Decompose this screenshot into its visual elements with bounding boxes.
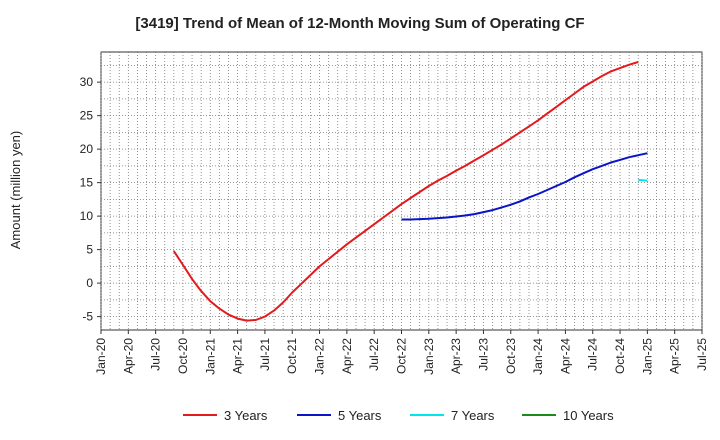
y-tick-label: 30 (80, 75, 94, 89)
legend-label: 10 Years (563, 408, 614, 423)
x-tick-label: Jul-23 (476, 338, 490, 371)
x-tick-label: Jul-21 (258, 338, 272, 371)
series-line-7-years (638, 178, 648, 182)
legend: 3 Years 5 Years 7 Years 10 Years (183, 408, 614, 423)
y-tick-label: 10 (80, 209, 94, 223)
x-tick-label: Jan-23 (422, 338, 436, 375)
x-tick-label: Apr-23 (449, 338, 463, 374)
series-line-5-years (401, 152, 648, 221)
x-tick-label: Jul-20 (149, 338, 163, 371)
y-tick-label: -5 (82, 310, 93, 324)
x-tick-label: Jan-22 (313, 338, 327, 375)
legend-label: 3 Years (224, 408, 268, 423)
x-tick-label: Jan-25 (640, 338, 654, 375)
x-tick-label: Apr-22 (340, 338, 354, 374)
y-axis-label: Amount (million yen) (8, 131, 23, 250)
legend-label: 7 Years (451, 408, 495, 423)
y-tick-label: 25 (80, 109, 94, 123)
x-tick-label: Apr-25 (668, 338, 682, 374)
x-tick-label: Apr-24 (558, 338, 572, 374)
x-tick-label: Oct-22 (395, 338, 409, 374)
y-tick-label: 15 (80, 176, 94, 190)
x-tick-label: Jan-24 (531, 338, 545, 375)
x-tick-label: Jan-21 (203, 338, 217, 375)
x-tick-label: Jul-24 (586, 338, 600, 371)
x-tick-label: Apr-20 (121, 338, 135, 374)
x-tick-label: Oct-20 (176, 338, 190, 374)
x-tick-label: Oct-24 (613, 338, 627, 374)
plot-area: -5 0 5 10 15 20 25 30 Jan-20 Apr-20 Jul-20 Oct-20 Ja… (80, 51, 709, 375)
x-tick-label: Jul-22 (367, 338, 381, 371)
y-tick-label: 0 (86, 276, 93, 290)
y-tick-label: 20 (80, 142, 94, 156)
y-tick-label: 5 (86, 243, 93, 257)
legend-label: 5 Years (338, 408, 382, 423)
x-tick-label: Apr-21 (231, 338, 245, 374)
x-tick-label: Oct-21 (285, 338, 299, 374)
series-line-3-years (172, 61, 639, 322)
x-tick-label: Jul-25 (695, 338, 709, 371)
chart-title: [3419] Trend of Mean of 12-Month Moving … (135, 15, 584, 32)
x-tick-label: Oct-23 (504, 338, 518, 374)
x-tick-label: Jan-20 (94, 338, 108, 375)
